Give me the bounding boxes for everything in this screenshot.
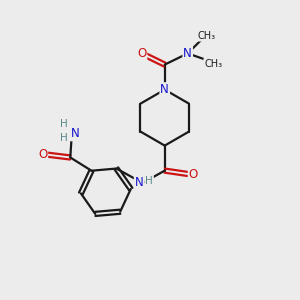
Text: CH₃: CH₃ [197,31,215,41]
Text: H: H [145,176,153,186]
Text: H: H [60,133,68,143]
Text: N: N [160,83,169,96]
Text: H: H [60,119,68,129]
Text: CH₃: CH₃ [204,59,222,69]
Text: N: N [183,47,192,60]
Text: N: N [135,176,143,190]
Text: O: O [38,148,47,161]
Text: O: O [189,168,198,181]
Text: N: N [71,128,80,140]
Text: O: O [137,47,146,60]
